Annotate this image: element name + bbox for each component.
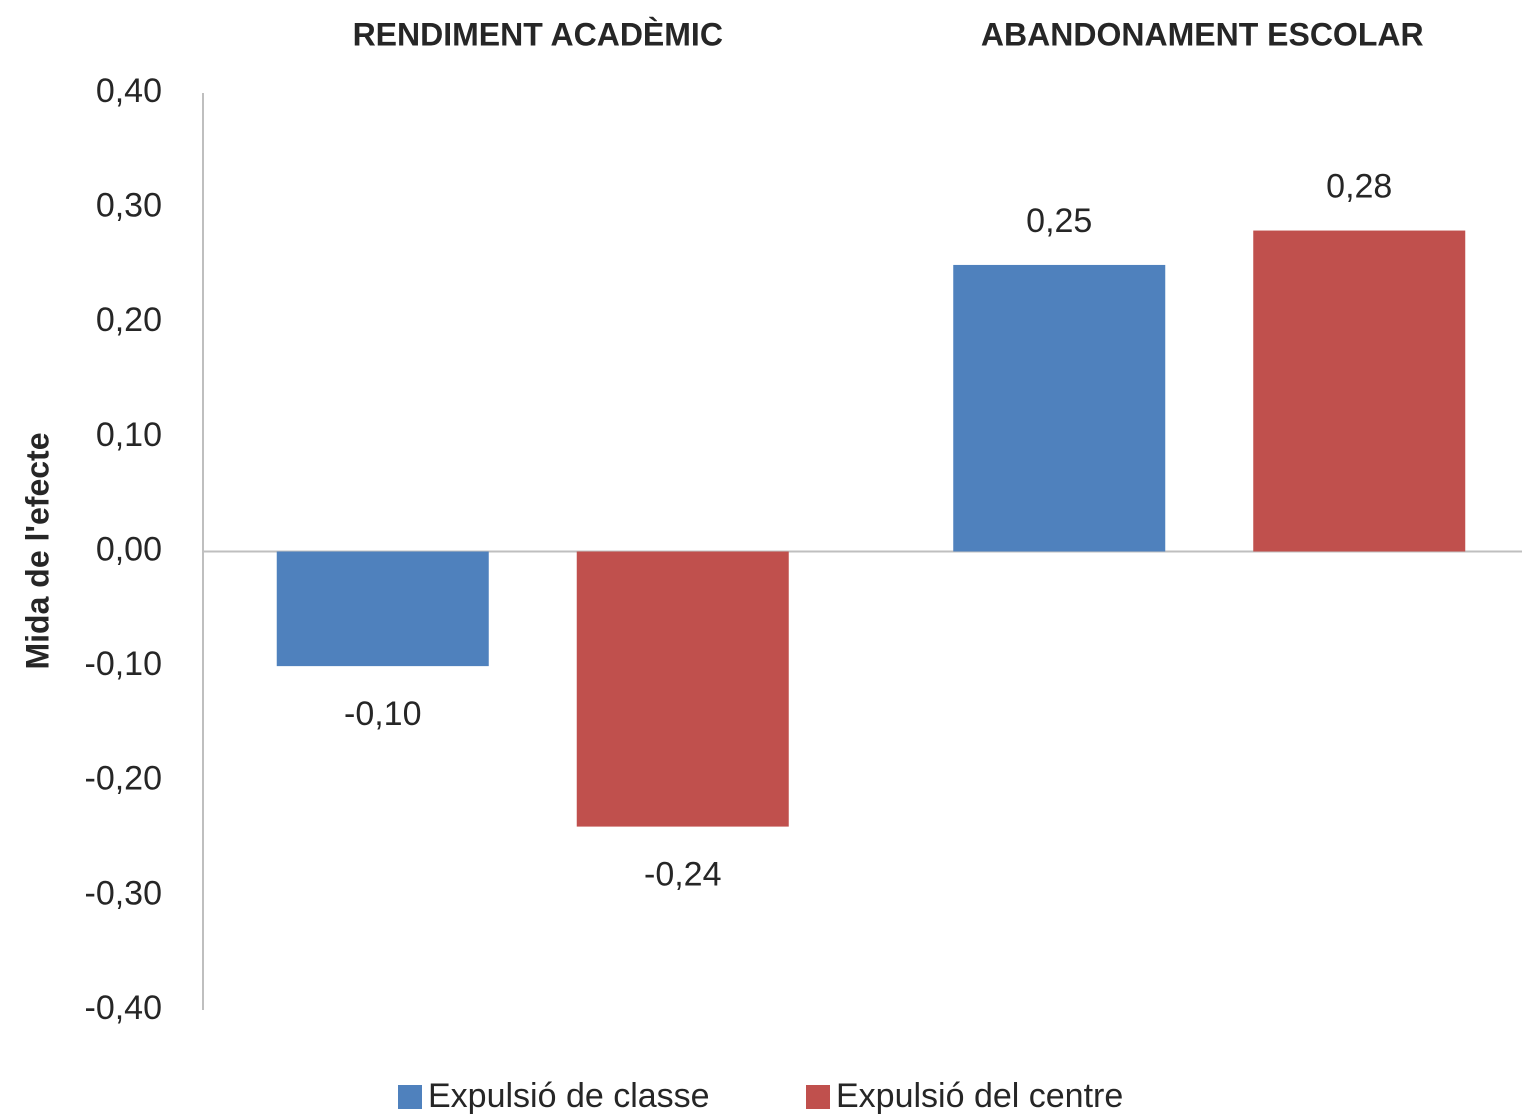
y-tick-label: -0,20 <box>85 760 163 798</box>
legend-label: Expulsió de classe <box>428 1077 710 1115</box>
legend-swatch <box>398 1085 422 1109</box>
value-label: 0,25 <box>1026 202 1092 240</box>
y-tick-label: -0,10 <box>85 645 163 683</box>
category-label: ABANDONAMENT ESCOLAR <box>981 16 1424 52</box>
bar <box>576 551 789 827</box>
y-tick-label: 0,10 <box>96 416 162 454</box>
value-label: -0,10 <box>344 695 422 733</box>
value-label: 0,28 <box>1326 168 1392 206</box>
y-axis-title: Mida de l'efecte <box>19 432 55 669</box>
value-label: -0,24 <box>644 856 722 894</box>
bar <box>953 264 1166 552</box>
legend-label: Expulsió del centre <box>836 1077 1123 1115</box>
legend-swatch <box>806 1085 830 1109</box>
y-tick-label: 0,00 <box>96 530 162 568</box>
y-tick-label: -0,30 <box>85 874 163 912</box>
y-tick-label: -0,40 <box>85 989 163 1027</box>
bar <box>1253 230 1466 552</box>
category-label: RENDIMENT ACADÈMIC <box>353 16 723 52</box>
y-tick-label: 0,30 <box>96 187 162 225</box>
y-tick-label: 0,20 <box>96 301 162 339</box>
y-tick-label: 0,40 <box>96 72 162 110</box>
bar <box>276 551 489 667</box>
